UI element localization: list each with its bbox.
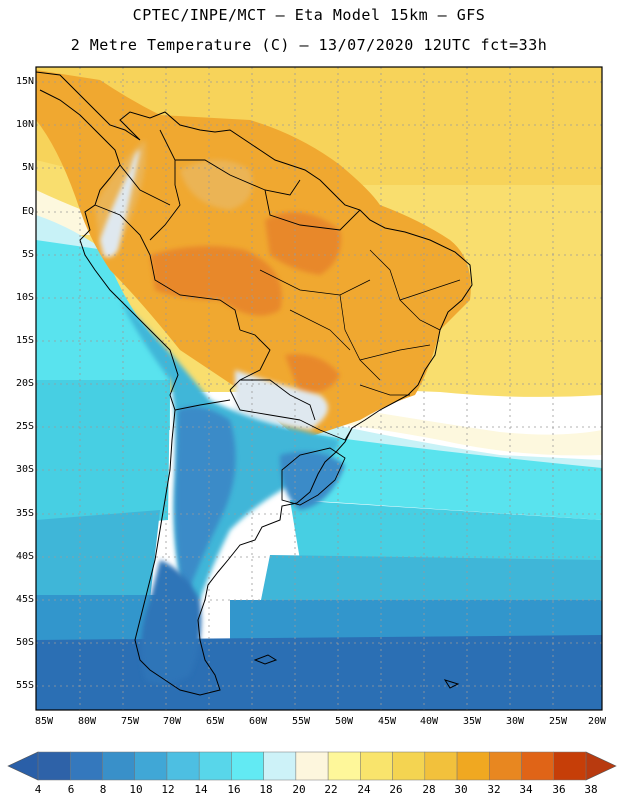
colorbar-label: 26	[389, 783, 403, 796]
lon-label: 85W	[34, 716, 54, 727]
lat-label: 15N	[15, 76, 34, 87]
ocean-temperature-band	[36, 635, 602, 710]
colorbar-swatch	[489, 751, 522, 781]
lon-label: 45W	[377, 716, 397, 727]
colorbar-label: 24	[357, 783, 371, 796]
colorbar-label: 8	[99, 783, 107, 796]
colorbar-label: 4	[34, 783, 42, 796]
state-borders	[259, 249, 461, 396]
colorbar-swatch	[424, 751, 458, 781]
lon-label: 35W	[462, 716, 482, 727]
lon-label: 65W	[205, 716, 225, 727]
colorbar-low-arrow	[7, 751, 39, 781]
ocean-temperature-band	[36, 510, 160, 600]
colorbar-label: 10	[129, 783, 143, 796]
colorbar-swatch	[69, 751, 103, 781]
colorbar-label: 30	[454, 783, 468, 796]
land-temperature-field	[141, 560, 202, 684]
ocean-temperature-band	[260, 555, 602, 605]
colorbar-swatch	[198, 751, 232, 781]
graticule	[36, 67, 602, 710]
colorbar-swatch	[166, 751, 200, 781]
colorbar-label: 20	[292, 783, 306, 796]
colorbar-label: 36	[552, 783, 566, 796]
colorbar-label: 34	[519, 783, 533, 796]
ocean-temperature-band	[36, 190, 160, 235]
lon-label: 70W	[162, 716, 182, 727]
lat-label: 30S	[15, 464, 34, 475]
colorbar	[7, 751, 617, 781]
country-borders	[94, 129, 361, 506]
colorbar-swatch	[456, 751, 490, 781]
lat-label: 10S	[15, 292, 34, 303]
colorbar-label: 28	[422, 783, 436, 796]
land-temperature-field	[280, 451, 345, 510]
ocean-temperature-band	[36, 380, 170, 530]
land-temperature-field	[235, 370, 328, 430]
land-temperature-field	[175, 406, 236, 600]
colorbar-label: 6	[67, 783, 75, 796]
colorbar-swatch	[134, 751, 168, 781]
colorbar-swatch	[295, 751, 329, 781]
colorbar-swatch	[521, 751, 555, 781]
lat-label: 35S	[15, 508, 34, 519]
colorbar-label: 12	[161, 783, 175, 796]
colorbar-high-arrow	[585, 751, 617, 781]
land-temperature-field	[285, 354, 340, 395]
colorbar-swatch	[102, 751, 135, 781]
lat-label: 50S	[15, 637, 34, 648]
lat-label: 5N	[21, 162, 34, 173]
colorbar-swatch	[553, 751, 587, 781]
colorbar-swatch	[231, 751, 264, 781]
lat-label: 40S	[15, 551, 34, 562]
lon-label: 20W	[587, 716, 607, 727]
coastlines	[36, 71, 473, 696]
lon-label: 75W	[120, 716, 140, 727]
lat-label: 20S	[15, 378, 34, 389]
ocean-temperature-band	[280, 430, 602, 520]
ocean-temperature-band	[290, 500, 602, 560]
colorbar-label: 18	[259, 783, 273, 796]
ocean-temperature-band	[300, 400, 602, 456]
lat-label: 45S	[15, 594, 34, 605]
map-frame	[35, 66, 603, 711]
map-area	[36, 67, 602, 710]
ocean-temperature-band	[290, 415, 602, 470]
colorbar-swatch	[37, 751, 71, 781]
land-temperature-field	[180, 160, 253, 210]
chart-subtitle: 2 Metre Temperature (C) – 13/07/2020 12U…	[70, 36, 548, 54]
lat-label: 5S	[21, 249, 34, 260]
chart-title: CPTEC/INPE/MCT – Eta Model 15km – GFS	[132, 6, 486, 24]
colorbar-label: 22	[324, 783, 338, 796]
lon-label: 60W	[248, 716, 268, 727]
lon-label: 50W	[334, 716, 354, 727]
lat-label: 15S	[15, 335, 34, 346]
colorbar-swatch	[327, 751, 361, 781]
lon-label: 55W	[291, 716, 311, 727]
colorbar-label: 14	[194, 783, 208, 796]
colorbar-swatch	[360, 751, 393, 781]
lon-label: 30W	[505, 716, 525, 727]
lat-label: 55S	[15, 680, 34, 691]
lon-label: 80W	[77, 716, 97, 727]
lat-label: EQ	[21, 206, 34, 217]
colorbar-swatch	[392, 751, 426, 781]
colorbar-label: 16	[227, 783, 241, 796]
lon-label: 40W	[419, 716, 439, 727]
colorbar-swatch	[263, 751, 297, 781]
lon-label: 25W	[548, 716, 568, 727]
land-temperature-field	[150, 246, 282, 316]
colorbar-label: 38	[584, 783, 598, 796]
colorbar-label: 32	[487, 783, 501, 796]
lat-label: 10N	[15, 119, 34, 130]
lat-label: 25S	[15, 421, 34, 432]
